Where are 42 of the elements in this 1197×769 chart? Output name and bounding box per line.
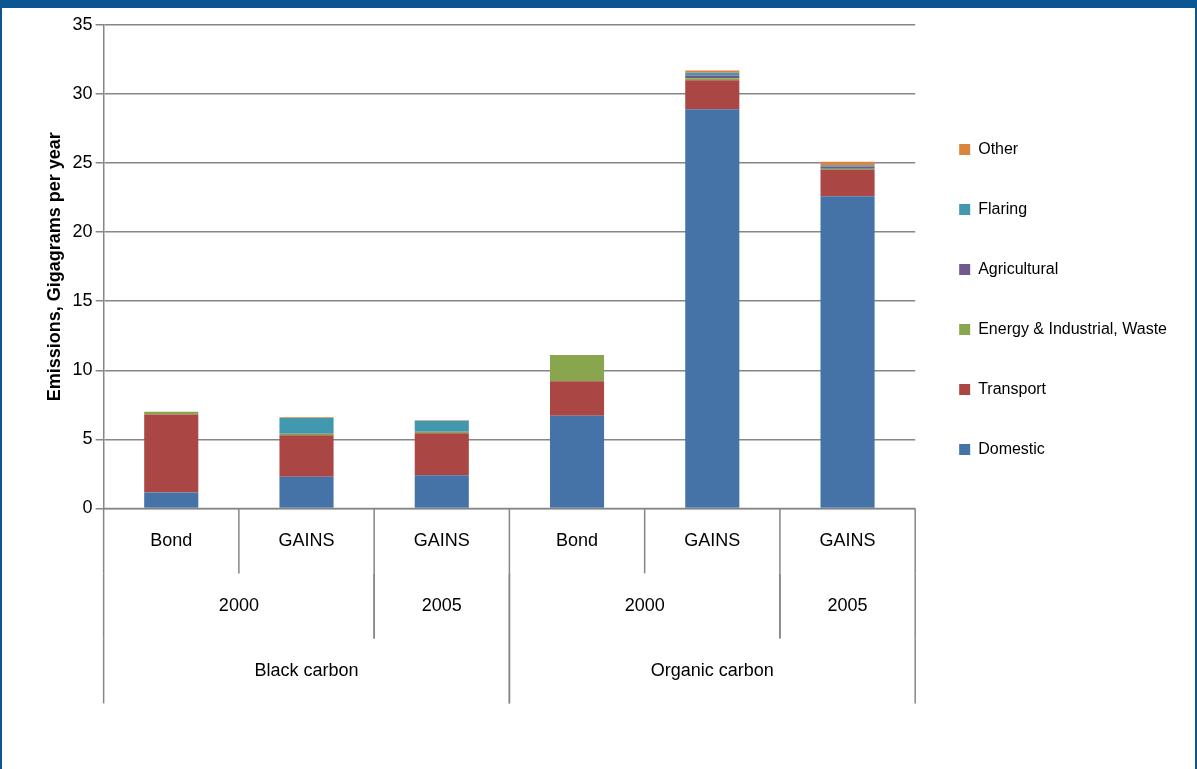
- x-tick-label: GAINS: [413, 530, 470, 551]
- y-tick-label: 30: [72, 83, 93, 104]
- legend-label: Other: [978, 139, 1019, 157]
- text: 2005: [827, 594, 868, 615]
- bar: [279, 417, 334, 434]
- bar: [820, 196, 875, 508]
- x-tick-label: GAINS: [278, 530, 335, 551]
- text: Organic carbon: [650, 659, 774, 680]
- y-tick-label: 35: [72, 13, 93, 34]
- y-tick-label: 5: [82, 428, 93, 449]
- x-tick-label: GAINS: [819, 530, 876, 551]
- bar: [414, 420, 469, 432]
- bar: [549, 355, 605, 382]
- bar: [144, 414, 199, 493]
- bar: [549, 415, 605, 508]
- legend-label: Transport: [978, 379, 1047, 397]
- legend-label: Agricultural: [978, 259, 1059, 277]
- bar: [414, 475, 469, 508]
- bar: [144, 492, 199, 508]
- x-tick-label: Bond: [556, 530, 599, 551]
- text: 2000: [624, 594, 665, 615]
- legend-label: Domestic: [978, 439, 1045, 457]
- legend-label: Flaring: [978, 199, 1028, 217]
- y-tick-label: 15: [72, 290, 93, 311]
- bar: [279, 435, 334, 477]
- bar: [685, 80, 740, 110]
- text: Black carbon: [254, 659, 359, 680]
- legend-label: Energy & Industrial, Waste: [978, 319, 1168, 337]
- x-tick-label: GAINS: [684, 530, 741, 551]
- bar: [820, 170, 875, 197]
- y-tick-label: 0: [82, 497, 93, 518]
- bar: [414, 433, 469, 476]
- y-axis-title: Emissions, Gigagrams per year: [43, 132, 64, 402]
- y-tick-label: 10: [72, 359, 93, 380]
- bar: [549, 381, 605, 416]
- y-tick-label: 25: [72, 152, 93, 173]
- bar: [279, 476, 334, 508]
- text: 2005: [421, 594, 462, 615]
- x-tick-label: Bond: [150, 530, 193, 551]
- text: 2000: [218, 594, 259, 615]
- bar: [685, 109, 740, 508]
- y-tick-label: 20: [72, 221, 93, 242]
